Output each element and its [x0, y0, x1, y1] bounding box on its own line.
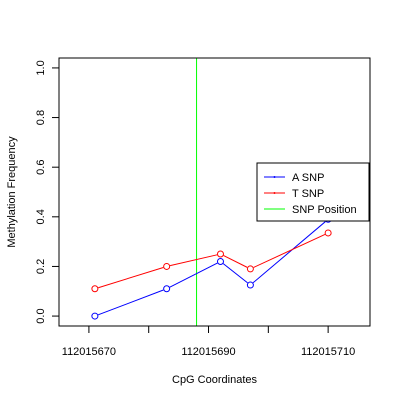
- t-snp-segment: [98, 267, 164, 289]
- a-snp-point: [246, 281, 254, 289]
- a-snp-point: [91, 312, 99, 320]
- x-axis-title: CpG Coordinates: [172, 374, 257, 386]
- y-tick-label: 0.8: [35, 110, 47, 125]
- x-tick-label: 112015710: [301, 346, 355, 358]
- legend-box: [256, 162, 370, 222]
- a-snp-segment: [222, 263, 248, 284]
- legend-label-t-snp: T SNP: [292, 188, 324, 200]
- t-snp-point: [216, 250, 224, 258]
- y-tick-label: 1.0: [35, 60, 47, 75]
- a-snp-point: [216, 257, 224, 265]
- a-snp-segment: [97, 289, 164, 316]
- t-snp-point: [163, 262, 171, 270]
- y-tick-label: 0.6: [35, 160, 47, 175]
- legend: A SNP T SNP SNP Position: [256, 162, 370, 222]
- y-tick-label: 0.0: [35, 308, 47, 323]
- x-tick-label: 112015670: [62, 346, 116, 358]
- a-snp-segment: [252, 221, 326, 284]
- x-axis: 112015670 112015690 112015710: [62, 325, 355, 358]
- legend-label-a-snp: A SNP: [292, 172, 324, 184]
- legend-marker-a-snp: [273, 176, 276, 178]
- t-snp-segment: [169, 254, 218, 267]
- t-snp-segment: [223, 255, 248, 268]
- plot-data-layer: [91, 58, 332, 326]
- a-snp-segment: [169, 262, 218, 288]
- t-snp-point: [246, 265, 254, 273]
- t-snp-segment: [253, 233, 326, 268]
- legend-label-snp-position: SNP Position: [292, 204, 357, 216]
- a-snp-point: [163, 285, 171, 293]
- y-axis-title: Methylation Frequency: [6, 136, 18, 248]
- y-axis: 0.0 0.2 0.4 0.6 0.8 1.0: [35, 60, 60, 324]
- legend-marker-t-snp: [273, 192, 276, 194]
- y-tick-label: 0.4: [35, 209, 47, 224]
- x-tick-label: 112015690: [181, 346, 235, 358]
- y-tick-label: 0.2: [35, 259, 47, 274]
- t-snp-point: [91, 285, 99, 293]
- t-snp-point: [324, 229, 332, 237]
